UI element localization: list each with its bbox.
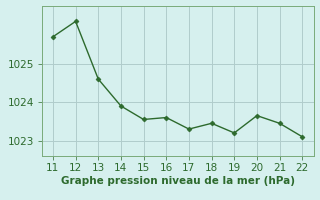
X-axis label: Graphe pression niveau de la mer (hPa): Graphe pression niveau de la mer (hPa) — [60, 176, 295, 186]
